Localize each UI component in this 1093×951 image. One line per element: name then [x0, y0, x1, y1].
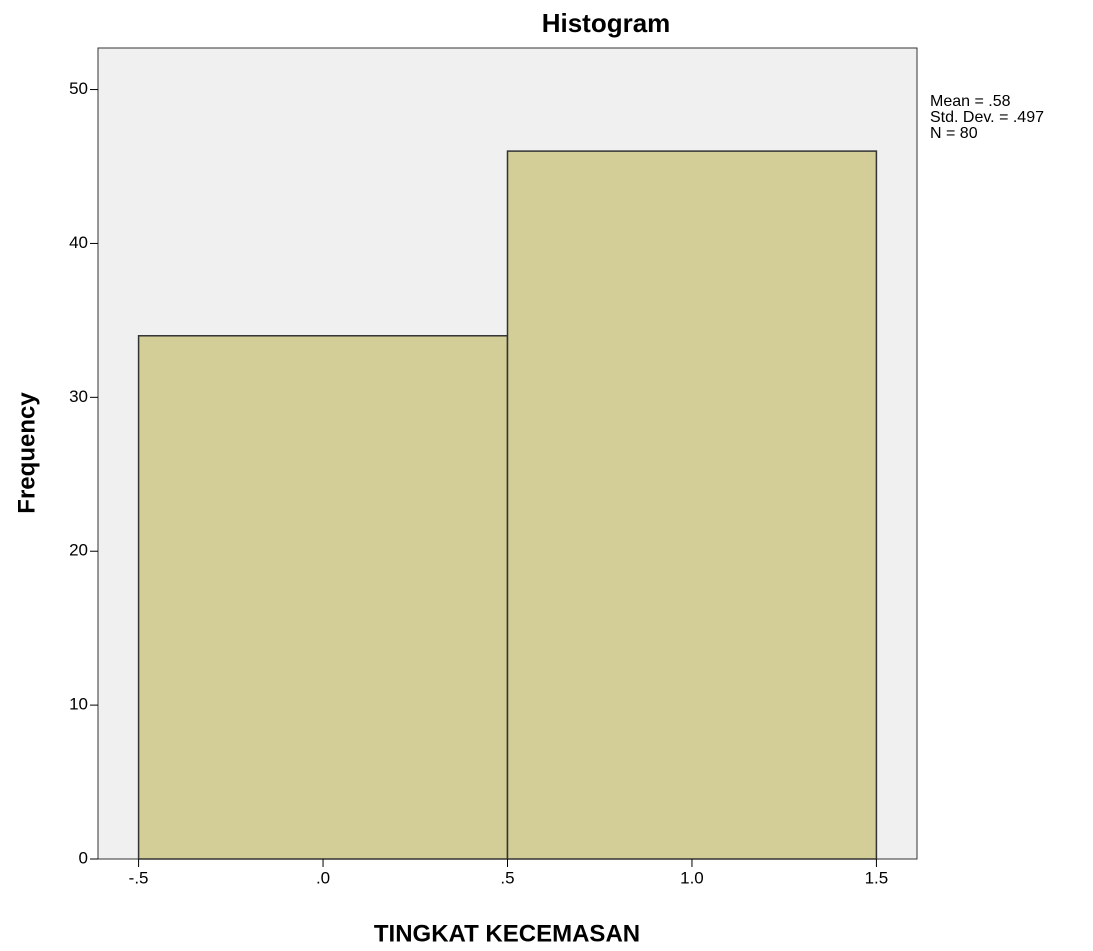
- y-tick-label: 50: [69, 79, 88, 98]
- chart-title: Histogram: [542, 8, 671, 38]
- annotation: Std. Dev. = .497: [930, 109, 1044, 126]
- x-tick-label: -.5: [129, 868, 149, 887]
- y-tick-label: 30: [69, 387, 88, 406]
- bar: [137, 335, 509, 860]
- y-tick-label: 10: [69, 695, 88, 714]
- x-tick-label: .0: [316, 868, 330, 887]
- x-axis-label: TINGKAT KECEMASAN: [374, 920, 640, 947]
- bar: [506, 150, 878, 860]
- annotation: Mean = .58: [930, 93, 1011, 110]
- x-tick-label: 1.5: [865, 868, 889, 887]
- y-tick-label: 40: [69, 233, 88, 252]
- x-tick-label: 1.0: [680, 868, 704, 887]
- annotation: N = 80: [930, 125, 978, 142]
- x-tick-label: .5: [500, 868, 514, 887]
- y-tick-label: 20: [69, 541, 88, 560]
- y-axis-label: Frequency: [13, 392, 40, 514]
- y-tick-label: 0: [79, 848, 88, 867]
